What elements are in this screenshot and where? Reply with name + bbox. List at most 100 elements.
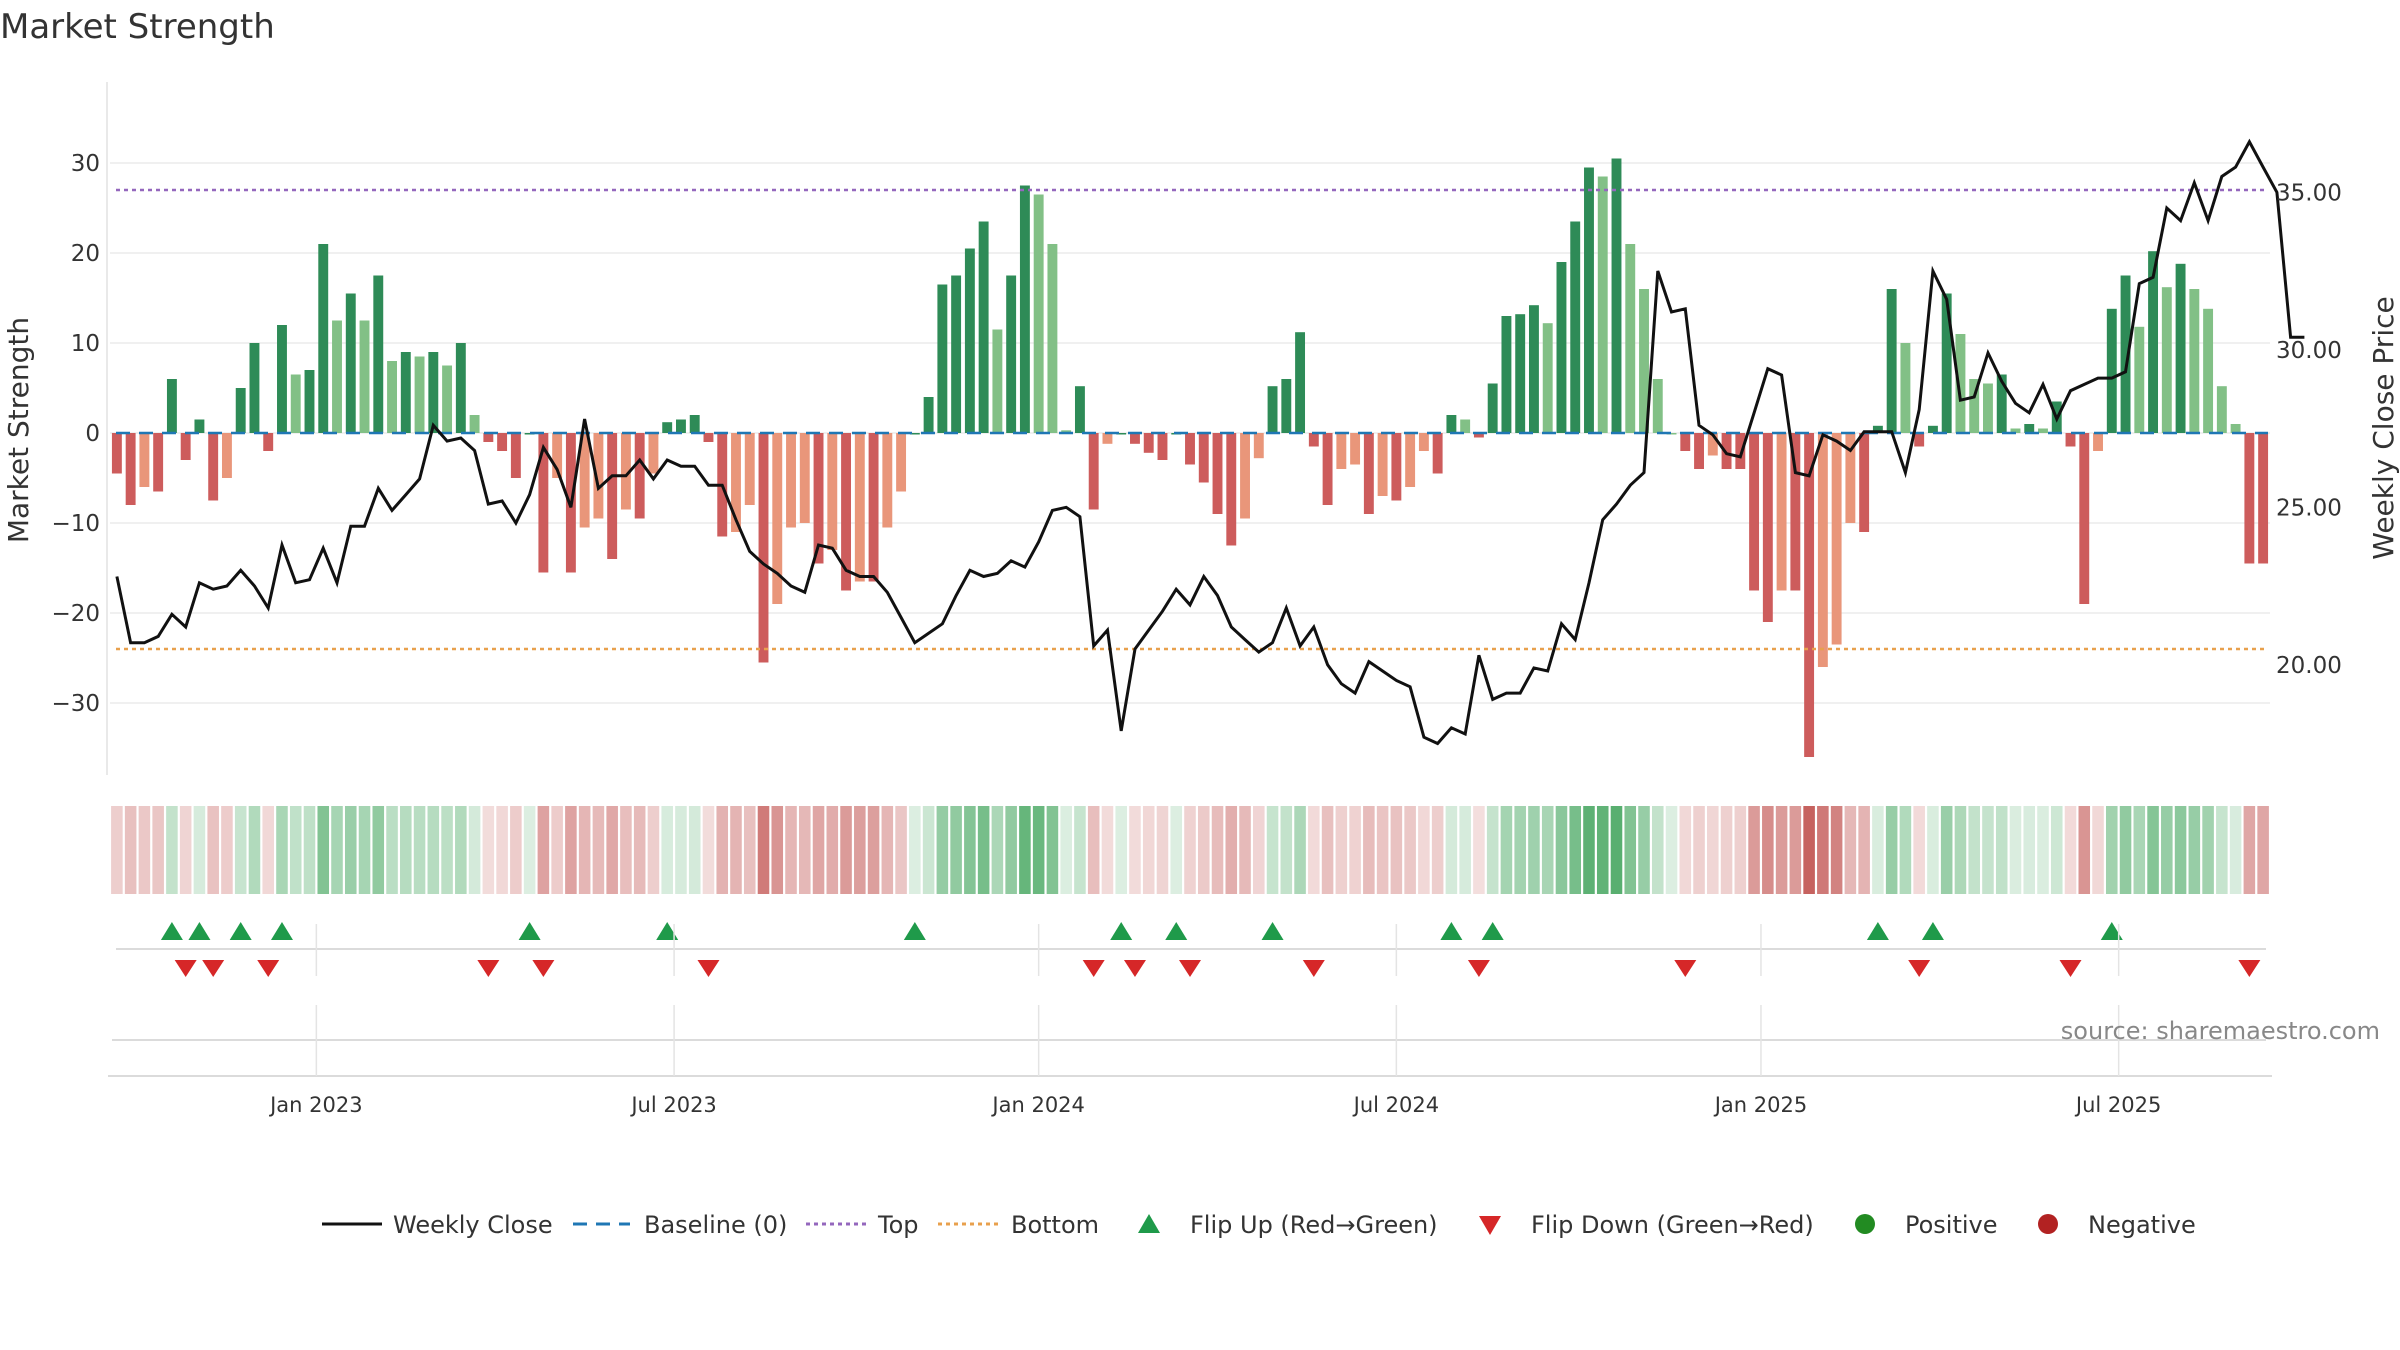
heat-cell (2106, 806, 2118, 894)
strength-bar (744, 433, 755, 505)
right-tick-label: 25.00 (2276, 495, 2342, 521)
heat-cell (2037, 806, 2049, 894)
heat-cell (400, 806, 412, 894)
heat-cell (303, 806, 316, 894)
heat-cell (2092, 806, 2104, 894)
strength-bar (1198, 433, 1209, 483)
heat-cell (234, 806, 247, 894)
strength-bar (1749, 433, 1760, 591)
heat-cell (1775, 806, 1788, 894)
flip-up-marker (229, 922, 252, 940)
strength-bar (1776, 433, 1787, 591)
flip-up-marker (160, 922, 183, 940)
heat-cell (1266, 806, 1279, 894)
strength-bar (1432, 433, 1443, 474)
strength-bar (1391, 433, 1402, 501)
strength-bar (1061, 430, 1072, 433)
strength-bar (1666, 433, 1677, 435)
strength-bar (290, 374, 301, 433)
heat-cell (2050, 806, 2063, 894)
strength-bar (1694, 433, 1704, 469)
strength-bars (111, 158, 2269, 757)
heat-cell (468, 806, 481, 894)
strength-bar (1130, 433, 1140, 444)
strength-bar (1611, 158, 1622, 433)
heat-cell (1830, 806, 1843, 894)
right-tick-label: 30.00 (2276, 338, 2342, 364)
heat-cell (193, 806, 206, 894)
heat-cell (289, 806, 302, 894)
strength-bar (483, 433, 494, 442)
heat-cell (1885, 806, 1898, 894)
strength-bar (1804, 433, 1815, 757)
heat-cell (688, 806, 701, 894)
flip-up-marker (1261, 922, 1284, 940)
strength-bar (1336, 433, 1347, 469)
strength-bar (221, 433, 232, 478)
heat-cell (633, 806, 646, 894)
strength-bar (2230, 424, 2241, 433)
heat-cell (2161, 806, 2173, 894)
flip-down-marker (2059, 960, 2082, 977)
legend-flip-up-icon (1138, 1214, 1160, 1233)
strength-bar (772, 433, 783, 604)
strength-bar (1157, 433, 1168, 460)
heat-cell (1280, 806, 1293, 894)
heat-cell (1321, 806, 1334, 894)
strength-bar (1102, 433, 1113, 444)
strength-bar (1143, 433, 1154, 453)
heat-cell (1638, 806, 1650, 894)
strength-bar (139, 433, 150, 487)
heat-cell (991, 806, 1004, 894)
strength-bar (1088, 433, 1099, 510)
strength-bar (497, 433, 508, 451)
heat-cell (812, 806, 825, 894)
heat-cell (1005, 806, 1017, 894)
strength-bar (1528, 305, 1539, 433)
date-tick-label: Jul 2025 (2074, 1093, 2161, 1117)
strength-bar (607, 433, 618, 559)
legend-positive-icon (1855, 1214, 1875, 1234)
heat-cell (909, 806, 921, 894)
heat-cell (1170, 806, 1183, 894)
flip-down-marker (1467, 960, 1490, 977)
strength-bar (1363, 433, 1374, 514)
heat-cell (743, 806, 756, 894)
heat-cell (867, 806, 880, 894)
strength-bar (1639, 289, 1649, 433)
heat-cell (111, 806, 123, 894)
heat-cell (1225, 806, 1238, 894)
strength-bar (387, 361, 397, 433)
heat-cell (2229, 806, 2242, 894)
strength-bar (854, 433, 865, 582)
flip-down-marker (1123, 960, 1146, 977)
heat-cell (2202, 806, 2214, 894)
strength-bar (1597, 176, 1608, 433)
heat-cell (1418, 806, 1430, 894)
strength-bar (1859, 433, 1870, 532)
flip-up-marker (2100, 922, 2123, 940)
heat-cell (1074, 806, 1086, 894)
strength-bar (703, 433, 714, 442)
flip-down-marker (1674, 960, 1697, 977)
heat-cell (675, 806, 687, 894)
strength-bar (208, 433, 219, 501)
date-tick-label: Jan 2023 (268, 1093, 363, 1117)
strength-bar (1707, 433, 1718, 456)
heat-cell (1184, 806, 1196, 894)
heat-cell (2147, 806, 2159, 894)
strength-bar (1721, 433, 1732, 469)
heat-cell (1101, 806, 1114, 894)
left-tick-label: −30 (51, 691, 100, 717)
heat-cell (1762, 806, 1774, 894)
strength-bar (951, 275, 962, 433)
heat-cell (1734, 806, 1747, 894)
heat-cell (2078, 806, 2091, 894)
heat-cell (2064, 806, 2077, 894)
strength-bar (799, 433, 810, 523)
flip-down-marker (1302, 960, 1325, 977)
strength-bar (2161, 287, 2172, 433)
strength-bar (1308, 433, 1319, 447)
flip-up-marker (903, 922, 926, 940)
heat-cell (1624, 806, 1637, 894)
